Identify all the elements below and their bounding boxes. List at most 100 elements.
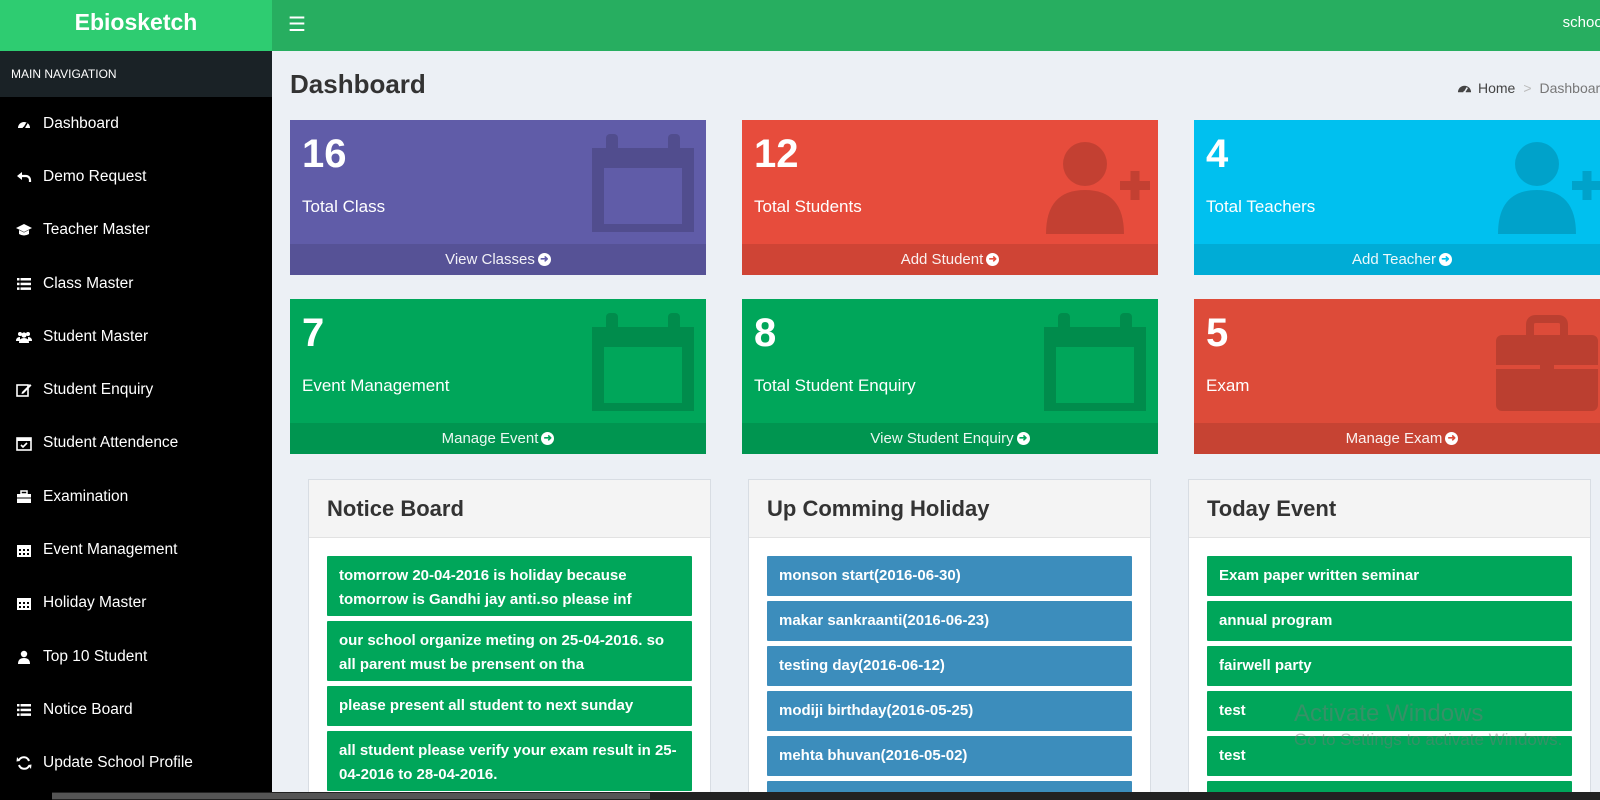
sidebar-item-label: Top 10 Student — [43, 647, 148, 665]
dashboard-icon — [1457, 85, 1472, 93]
stat-link-label: Add Student — [900, 251, 984, 268]
add-teacher-link[interactable]: Add Teacher ➜ — [1194, 244, 1600, 275]
stat-box-total-class: 16 Total Class View Classes ➜ — [290, 120, 706, 275]
sidebar-item-event-management[interactable]: Event Management — [0, 523, 272, 576]
briefcase-icon — [14, 489, 34, 505]
sidebar-item-label: Student Attendence — [43, 434, 179, 452]
notice-item[interactable]: please present all student to next sunda… — [327, 686, 692, 726]
panel-title: Up Comming Holiday — [749, 480, 1150, 538]
sidebar-item-update-school-profile[interactable]: Update School Profile — [0, 737, 272, 790]
sidebar: MAIN NAVIGATION Dashboard Demo Request T… — [0, 51, 272, 800]
sidebar-item-top-10-student[interactable]: Top 10 Student — [0, 630, 272, 683]
breadcrumb-current: Dashboard — [1539, 80, 1600, 96]
activate-windows-watermark: Activate Windows Go to Settings to activ… — [1294, 700, 1562, 750]
sidebar-item-examination[interactable]: Examination — [0, 470, 272, 523]
calendar-icon — [14, 542, 34, 558]
user-menu[interactable]: school — [1562, 14, 1600, 31]
arrow-circle-right-icon: ➜ — [1438, 253, 1452, 266]
calendar-icon — [14, 595, 34, 611]
calendar-icon — [1044, 313, 1146, 411]
arrow-circle-right-icon: ➜ — [986, 253, 1000, 266]
sidebar-item-label: Demo Request — [43, 167, 147, 185]
watermark-title: Activate Windows — [1294, 700, 1484, 727]
manage-event-link[interactable]: Manage Event ➜ — [290, 423, 706, 454]
add-student-link[interactable]: Add Student ➜ — [742, 244, 1158, 275]
watermark-subtitle: Go to Settings to activate Windows. — [1294, 730, 1563, 749]
breadcrumb-home-label: Home — [1477, 80, 1516, 96]
manage-exam-link[interactable]: Manage Exam ➜ — [1194, 423, 1600, 454]
event-item[interactable]: Exam paper written seminar — [1207, 556, 1572, 596]
calendar-icon — [592, 134, 694, 232]
page-title: Dashboard — [290, 69, 426, 99]
main-content: Dashboard Home > Dashboard 16 Total Clas… — [272, 51, 1600, 800]
panel-title: Today Event — [1189, 480, 1590, 538]
notice-item[interactable]: tomorrow 20-04-2016 is holiday because t… — [327, 556, 692, 616]
horizontal-scrollbar[interactable] — [52, 792, 1600, 800]
refresh-icon — [14, 755, 34, 771]
stat-label: Total Class — [302, 197, 386, 216]
sidebar-item-holiday-master[interactable]: Holiday Master — [0, 577, 272, 630]
stat-value: 5 — [1206, 311, 1229, 355]
calendar-icon — [592, 313, 694, 411]
stat-link-label: Manage Event — [441, 430, 539, 447]
sidebar-item-label: Holiday Master — [43, 594, 147, 612]
sidebar-item-label: Teacher Master — [43, 221, 150, 239]
event-item[interactable]: test — [1207, 691, 1572, 731]
sidebar-item-label: Event Management — [43, 541, 178, 559]
scrollbar-thumb[interactable] — [52, 793, 650, 799]
today-event-panel: Today Event Exam paper written seminar a… — [1188, 479, 1591, 800]
sidebar-header: MAIN NAVIGATION — [0, 51, 272, 97]
sidebar-item-class-master[interactable]: Class Master — [0, 257, 272, 310]
holiday-item[interactable]: testing day(2016-06-12) — [767, 646, 1132, 686]
holiday-item[interactable]: makar sankraanti(2016-06-23) — [767, 601, 1132, 641]
sidebar-item-demo-request[interactable]: Demo Request — [0, 150, 272, 203]
view-classes-link[interactable]: View Classes ➜ — [290, 244, 706, 275]
notice-item[interactable]: all student please verify your exam resu… — [327, 731, 692, 791]
user-plus-icon — [1498, 142, 1600, 234]
stat-label: Total Teachers — [1206, 197, 1316, 216]
breadcrumb-home[interactable]: Home — [1457, 80, 1515, 96]
list-icon — [14, 702, 34, 718]
stat-label: Total Student Enquiry — [754, 376, 916, 395]
sidebar-item-label: Notice Board — [43, 700, 133, 718]
user-plus-icon — [1046, 142, 1150, 234]
holiday-item[interactable]: monson start(2016-06-30) — [767, 556, 1132, 596]
arrow-circle-right-icon: ➜ — [541, 432, 555, 445]
event-item[interactable]: annual program — [1207, 601, 1572, 641]
sidebar-item-student-attendence[interactable]: Student Attendence — [0, 417, 272, 470]
breadcrumb: Home > Dashboard — [1457, 80, 1600, 96]
stat-link-label: View Classes — [445, 251, 535, 268]
sidebar-item-teacher-master[interactable]: Teacher Master — [0, 204, 272, 257]
notice-item[interactable]: our school organize meting on 25-04-2016… — [327, 621, 692, 681]
stat-box-total-teachers: 4 Total Teachers Add Teacher ➜ — [1194, 120, 1600, 275]
brand-logo[interactable]: Ebiosketch — [0, 0, 272, 51]
stat-link-label: Add Teacher — [1352, 251, 1436, 268]
sidebar-item-student-master[interactable]: Student Master — [0, 310, 272, 363]
sidebar-item-notice-board[interactable]: Notice Board — [0, 683, 272, 736]
dashboard-icon — [14, 116, 34, 132]
sidebar-item-dashboard[interactable]: Dashboard — [0, 97, 272, 150]
stat-value: 12 — [754, 132, 799, 176]
sidebar-item-student-enquiry[interactable]: Student Enquiry — [0, 363, 272, 416]
sidebar-item-label: Dashboard — [43, 114, 119, 132]
holiday-item[interactable]: modiji birthday(2016-05-25) — [767, 691, 1132, 731]
stat-box-event-management: 7 Event Management Manage Event ➜ — [290, 299, 706, 454]
stat-box-total-student-enquiry: 8 Total Student Enquiry View Student Enq… — [742, 299, 1158, 454]
stat-label: Exam — [1206, 376, 1250, 395]
sidebar-item-label: Examination — [43, 487, 129, 505]
stat-box-exam: 5 Exam Manage Exam ➜ — [1194, 299, 1600, 454]
holiday-item[interactable]: mehta bhuvan(2016-05-02) — [767, 736, 1132, 776]
calendar-check-icon — [14, 435, 34, 452]
upcoming-holiday-panel: Up Comming Holiday monson start(2016-06-… — [748, 479, 1151, 800]
sidebar-item-label: Update School Profile — [43, 754, 193, 772]
view-student-enquiry-link[interactable]: View Student Enquiry ➜ — [742, 423, 1158, 454]
arrow-circle-right-icon: ➜ — [537, 253, 551, 266]
list-icon — [14, 276, 34, 292]
reply-icon — [14, 169, 34, 185]
hamburger-icon[interactable]: ☰ — [288, 14, 306, 36]
stat-label: Event Management — [302, 376, 450, 395]
stat-value: 16 — [302, 132, 347, 176]
event-item[interactable]: test — [1207, 736, 1572, 776]
stat-label: Total Students — [754, 197, 862, 216]
event-item[interactable]: fairwell party — [1207, 646, 1572, 686]
